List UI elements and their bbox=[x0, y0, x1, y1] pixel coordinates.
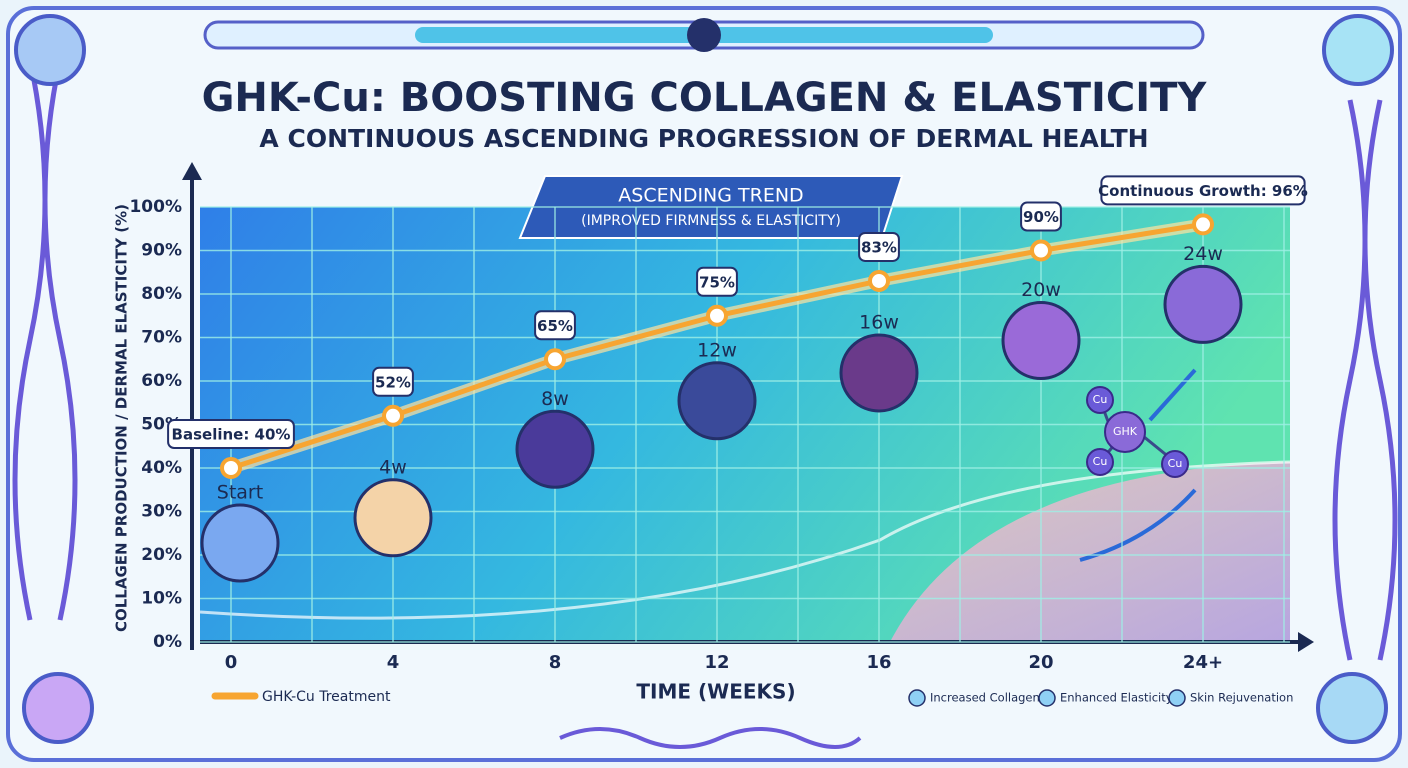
y-tick-label: 90% bbox=[141, 241, 182, 261]
arrow bbox=[1148, 368, 1197, 422]
point bbox=[1192, 213, 1214, 236]
x-tick-label: 16 bbox=[866, 652, 891, 673]
value-label-box bbox=[534, 310, 576, 341]
value-label: 83% bbox=[861, 238, 897, 256]
y-tick-label: 70% bbox=[141, 328, 182, 348]
stage-label: Start bbox=[217, 482, 263, 504]
benefit-icon bbox=[908, 689, 926, 707]
y-tick-label: 100% bbox=[129, 197, 182, 217]
point bbox=[544, 348, 566, 371]
cell-icon bbox=[1316, 672, 1388, 744]
benefit-label: Skin Rejuvenation bbox=[1190, 691, 1293, 705]
y-tick-label: 10% bbox=[141, 589, 182, 609]
dna-bottom bbox=[559, 727, 862, 749]
stage-label: 4w bbox=[379, 456, 407, 478]
value-label-box bbox=[858, 231, 900, 262]
x-tick-label: 24+ bbox=[1183, 652, 1223, 673]
value-label: 90% bbox=[1023, 208, 1059, 226]
molecule-atom bbox=[1086, 386, 1114, 414]
benefit-label: Increased Collagen bbox=[930, 691, 1040, 705]
dna-right bbox=[1332, 99, 1398, 661]
cell-icon bbox=[14, 14, 86, 86]
value-label: Baseline: 40% bbox=[172, 426, 291, 444]
stage-label: 20w bbox=[1021, 279, 1061, 301]
stage-icon bbox=[353, 478, 433, 558]
x-axis-arrow bbox=[1298, 632, 1314, 652]
stage-label: 12w bbox=[697, 339, 737, 361]
value-label: 65% bbox=[537, 317, 573, 335]
stage-icon bbox=[1001, 301, 1081, 380]
point bbox=[706, 304, 728, 327]
molecule-atom-label: Cu bbox=[1168, 457, 1183, 470]
molecule-atom bbox=[1086, 448, 1114, 476]
benefit-label: Enhanced Elasticity bbox=[1060, 691, 1173, 705]
bolt-icon bbox=[687, 18, 721, 52]
point bbox=[382, 404, 404, 427]
x-tick-label: 12 bbox=[704, 652, 729, 673]
chart-subtitle: A CONTINUOUS ASCENDING PROGRESSION OF DE… bbox=[259, 124, 1148, 153]
x-tick-label: 0 bbox=[225, 652, 238, 673]
x-tick-label: 8 bbox=[549, 652, 562, 673]
y-tick-label: 80% bbox=[141, 284, 182, 304]
value-label: 75% bbox=[699, 273, 735, 291]
value-label-box bbox=[696, 266, 738, 297]
value-label-box bbox=[1020, 201, 1062, 232]
stage-icon bbox=[1163, 264, 1243, 344]
dna-left bbox=[12, 59, 78, 621]
x-axis-label: TIME (WEEKS) bbox=[636, 680, 795, 704]
value-label: 52% bbox=[375, 373, 411, 391]
point bbox=[868, 269, 890, 292]
value-label-box bbox=[1100, 175, 1306, 206]
y-tick-label: 60% bbox=[141, 371, 182, 391]
legend-label: GHK-Cu Treatment bbox=[262, 689, 391, 705]
value-label: Continuous Growth: 96% bbox=[1098, 182, 1308, 200]
y-tick-label: 0% bbox=[153, 632, 182, 652]
skin-curve bbox=[199, 460, 1291, 620]
cell-icon bbox=[1322, 14, 1394, 86]
stage-icon bbox=[200, 503, 280, 583]
point bbox=[220, 457, 242, 479]
point bbox=[1030, 239, 1052, 262]
value-label-box bbox=[372, 366, 414, 397]
y-tick-label: 30% bbox=[141, 502, 182, 522]
stage-label: 16w bbox=[859, 311, 899, 333]
cell-icon bbox=[22, 672, 94, 744]
y-axis-label: COLLAGEN PRODUCTION / DERMAL ELASTICITY … bbox=[113, 204, 131, 632]
benefit-icon bbox=[1168, 689, 1186, 707]
stage-label: 24w bbox=[1183, 243, 1223, 265]
y-tick-label: 20% bbox=[141, 545, 182, 565]
stage-icon bbox=[515, 409, 595, 489]
molecule-center bbox=[1104, 411, 1146, 453]
stage-icon bbox=[839, 333, 919, 413]
y-tick-label: 40% bbox=[141, 458, 182, 478]
trend-subtitle: (IMPROVED FIRMNESS & ELASTICITY) bbox=[581, 213, 841, 229]
value-label-box bbox=[167, 419, 295, 449]
molecule-atom bbox=[1161, 450, 1189, 478]
skin-layer bbox=[890, 462, 1290, 642]
y-axis-arrow bbox=[182, 162, 202, 180]
stage-icon bbox=[677, 361, 757, 441]
x-tick-label: 20 bbox=[1028, 652, 1053, 673]
x-tick-label: 4 bbox=[387, 652, 400, 673]
molecule-atom-label: Cu bbox=[1093, 393, 1108, 406]
benefit-icon bbox=[1038, 689, 1056, 707]
chart-title: GHK-Cu: BOOSTING COLLAGEN & ELASTICITY bbox=[202, 75, 1208, 121]
molecule-center-label: GHK bbox=[1113, 425, 1138, 438]
molecule-atom-label: Cu bbox=[1093, 455, 1108, 468]
stage-label: 8w bbox=[541, 388, 569, 410]
trend-title: ASCENDING TREND bbox=[618, 185, 803, 207]
